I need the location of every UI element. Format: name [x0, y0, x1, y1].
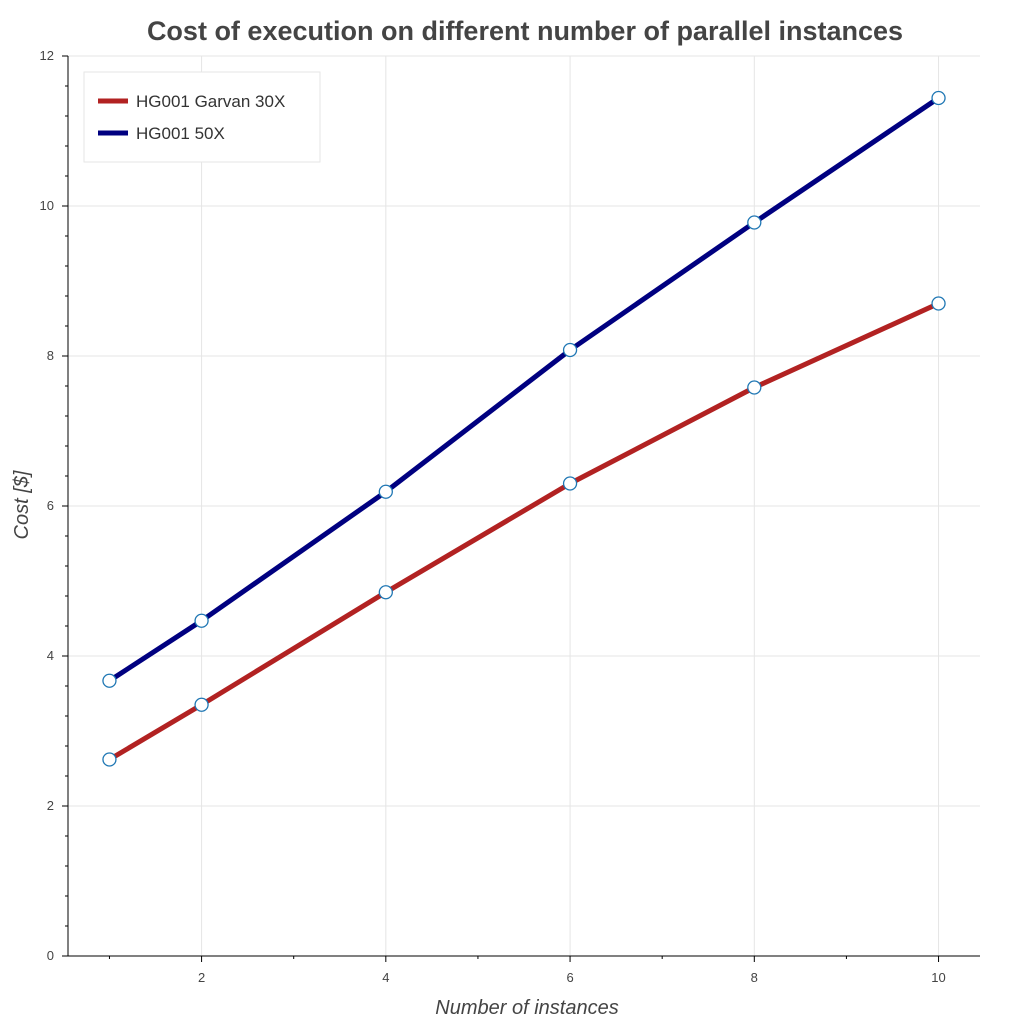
x-axis-label: Number of instances — [435, 997, 618, 1019]
legend: HG001 Garvan 30X HG001 50X — [83, 71, 321, 163]
chart-title: Cost of execution on different number of… — [147, 16, 903, 46]
y-tick-label: 4 — [47, 648, 54, 663]
y-tick-label: 8 — [47, 348, 54, 363]
x-tick-label: 2 — [198, 970, 205, 985]
x-tick-label: 10 — [931, 970, 945, 985]
legend-box — [83, 71, 321, 163]
x-tick-label: 8 — [751, 970, 758, 985]
data-point-hg001-garvan-30x — [102, 752, 117, 767]
x-tick-label: 4 — [382, 970, 389, 985]
data-point-hg001-garvan-30x — [194, 697, 209, 712]
x-tick-label: 6 — [566, 970, 573, 985]
data-point-hg001-50x — [931, 90, 946, 106]
y-tick-label: 10 — [40, 198, 54, 213]
data-point-hg001-50x — [378, 484, 393, 499]
legend-label-hg001-50x: HG001 50X — [136, 124, 225, 143]
axes: 2 4 6 8 10 0 2 4 6 8 10 12 — [40, 48, 980, 985]
data-point-hg001-50x — [194, 613, 209, 628]
y-tick-label: 6 — [47, 498, 54, 513]
series-line-hg001-garvan-30x — [108, 301, 940, 762]
data-point-hg001-50x — [102, 673, 117, 688]
y-tick-label: 2 — [47, 798, 54, 813]
legend-label-hg001-garvan-30x: HG001 Garvan 30X — [136, 92, 285, 111]
series-group — [108, 95, 940, 762]
data-point-hg001-garvan-30x — [378, 585, 393, 600]
series-line-hg001-50x — [108, 95, 940, 683]
data-point-hg001-50x — [747, 215, 762, 230]
y-tick-label: 0 — [47, 948, 54, 963]
y-axis-label: Cost [$] — [11, 470, 33, 539]
y-tick-label: 12 — [40, 48, 54, 63]
data-point-hg001-50x — [562, 342, 578, 358]
data-point-hg001-garvan-30x — [747, 380, 762, 395]
markers-group — [102, 90, 946, 767]
data-point-hg001-garvan-30x — [931, 296, 946, 311]
data-point-hg001-garvan-30x — [562, 476, 578, 491]
